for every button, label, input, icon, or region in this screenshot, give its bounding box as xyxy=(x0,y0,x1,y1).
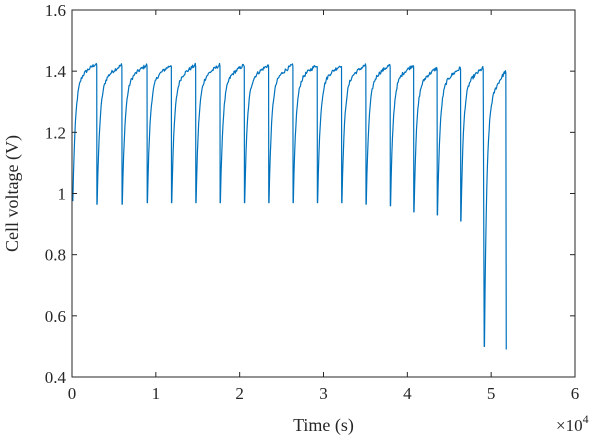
x-tick-label: 4 xyxy=(403,384,412,403)
y-tick-label: 0.4 xyxy=(45,368,67,387)
y-axis-label: Cell voltage (V) xyxy=(2,135,23,252)
y-tick-label: 0.8 xyxy=(45,246,66,265)
y-tick-label: 1.2 xyxy=(45,123,66,142)
x-tick-label: 1 xyxy=(152,384,161,403)
x-tick-label: 0 xyxy=(68,384,77,403)
x-tick-label: 6 xyxy=(571,384,580,403)
y-axis-ticks: 0.4 0.6 0.8 1 1.2 1.4 1.6 xyxy=(45,1,575,387)
y-tick-label: 1.6 xyxy=(45,1,66,20)
series-line xyxy=(72,62,507,350)
y-tick-label: 1.4 xyxy=(45,62,67,81)
x-tick-label: 2 xyxy=(235,384,244,403)
x-axis-multiplier: ×104 xyxy=(556,412,589,435)
plot-area xyxy=(72,62,507,350)
x-axis-label: Time (s) xyxy=(293,415,354,435)
x-axis-multiplier-exponent: 4 xyxy=(583,412,589,426)
x-axis-ticks: 0 1 2 3 4 5 6 xyxy=(68,10,580,403)
x-axis-multiplier-base: ×10 xyxy=(556,416,583,435)
x-tick-label: 3 xyxy=(319,384,328,403)
y-tick-label: 1 xyxy=(58,185,67,204)
y-tick-label: 0.6 xyxy=(45,307,66,326)
x-tick-label: 5 xyxy=(487,384,496,403)
